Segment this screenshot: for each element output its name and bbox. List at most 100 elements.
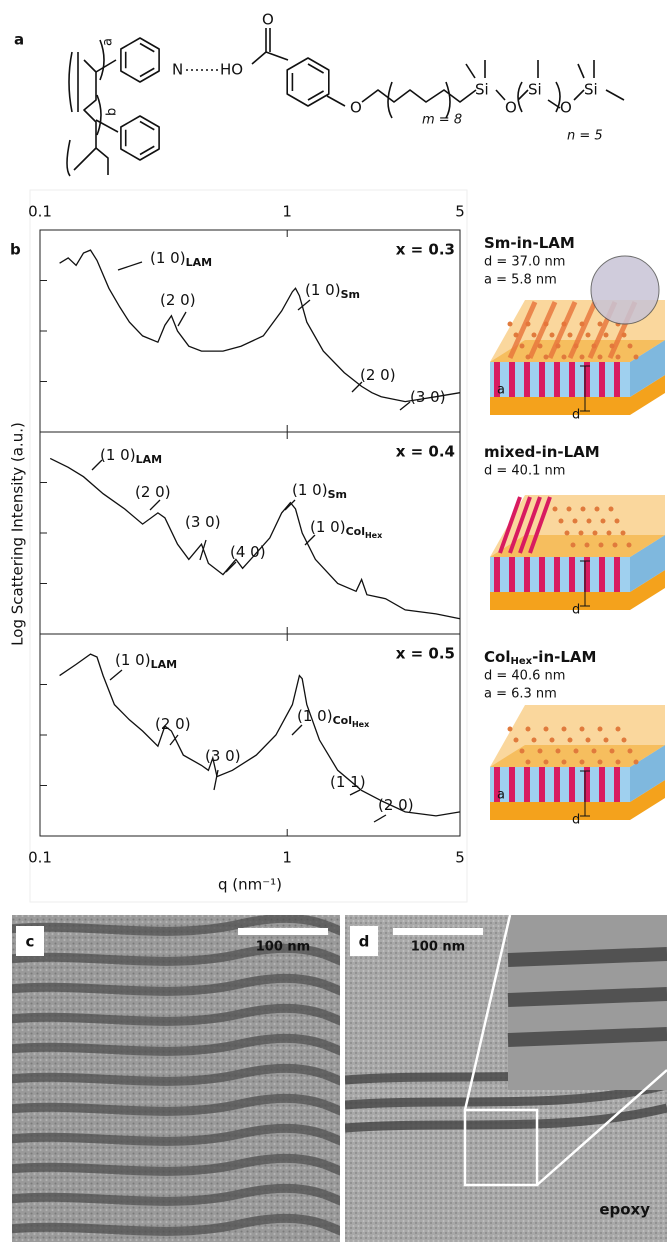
schematic-mark: a: [497, 383, 505, 398]
lamella: [554, 557, 560, 592]
lamella: [614, 557, 620, 592]
peak-phase-sub: Hex: [352, 720, 370, 729]
peak-phase: Sm: [341, 288, 360, 301]
cylinder-dot: [595, 507, 600, 512]
cylinder-dot: [592, 749, 597, 754]
peak-phase: LAM: [136, 453, 162, 466]
cylinder-dot: [598, 727, 603, 732]
cylinder-dot: [616, 727, 621, 732]
cylinder-dot: [526, 727, 531, 732]
peak-annotation: (2 0): [135, 483, 171, 501]
lamella: [524, 557, 530, 592]
schematic-mark: d: [572, 813, 580, 828]
cylinder-dot: [609, 507, 614, 512]
title-main: mixed-in-LAM: [484, 443, 600, 461]
peak-index: (1 0): [100, 446, 136, 464]
x-tick-label: 0.1: [28, 849, 52, 867]
cylinder-dot: [520, 344, 525, 349]
block-label: a: [101, 38, 116, 46]
peak-annotation: (3 0): [185, 513, 221, 531]
peak-annotation: (2 0): [360, 366, 396, 384]
schematic-mark: a: [497, 788, 505, 803]
lamella: [539, 557, 545, 592]
bond: [69, 52, 78, 112]
panel-label: c: [26, 933, 35, 951]
bond: [121, 116, 159, 160]
cylinder-dot: [634, 760, 639, 765]
lamella: [524, 767, 530, 802]
peak-phase: Col: [333, 714, 352, 727]
cylinder-dot: [544, 355, 549, 360]
peak-annotation: (4 0): [230, 543, 266, 561]
peak-index: (1 1): [330, 773, 366, 791]
lamella: [614, 362, 620, 397]
leader: [350, 790, 360, 795]
cylinder-dot: [585, 543, 590, 548]
bond: [574, 90, 584, 100]
cylinder-dot: [562, 727, 567, 732]
cylinder-dot: [604, 738, 609, 743]
cylinder-dot: [598, 760, 603, 765]
index-label: n = 5: [567, 129, 603, 144]
bond: [362, 90, 476, 102]
peak-annotation: (3 0): [410, 388, 446, 406]
cylinder-dot: [634, 355, 639, 360]
lamella: [614, 767, 620, 802]
x-tick-label: 0.1: [28, 203, 52, 221]
cylinder-dot: [553, 507, 558, 512]
leader: [305, 535, 315, 545]
x-tick-label: 1: [282, 849, 292, 867]
scattering-curve: [50, 458, 460, 618]
cylinder-dot: [586, 738, 591, 743]
cylinder-dot: [587, 519, 592, 524]
cylinder-dot: [526, 760, 531, 765]
inset-band: [508, 994, 667, 1000]
cylinder-dot: [627, 543, 632, 548]
cylinder-dot: [628, 749, 633, 754]
bond: [252, 28, 288, 64]
atom: Si: [475, 81, 489, 99]
cylinder-dot: [598, 355, 603, 360]
peak-index: (2 0): [135, 483, 171, 501]
panel-label: a: [14, 31, 24, 49]
peak-annotation: (1 0)ColHex: [310, 518, 383, 540]
cylinder-dot: [621, 531, 626, 536]
scale-bar: [238, 928, 328, 935]
peak-phase: LAM: [186, 256, 212, 269]
cylinder-dot: [556, 749, 561, 754]
panel-label: d: [359, 933, 370, 951]
cylinder-dot: [538, 749, 543, 754]
peak-index: (2 0): [160, 291, 196, 309]
peak-index: (2 0): [378, 796, 414, 814]
peak-index: (1 0): [115, 651, 151, 669]
cylinder-dot: [593, 531, 598, 536]
x-tick-label: 5: [455, 203, 465, 221]
title-main: Sm-in-LAM: [484, 234, 575, 252]
peak-phase: Sm: [328, 488, 347, 501]
figure: aabNHOOOm = 8SiOSiOSin = 50.115x = 0.3b(…: [0, 0, 667, 1242]
peak-index: (1 0): [297, 707, 333, 725]
cylinder-dot: [613, 543, 618, 548]
chart-title: x = 0.4: [396, 443, 455, 461]
atom: O: [560, 99, 572, 117]
overlayer: [490, 705, 665, 767]
peak-index: (1 0): [305, 281, 341, 299]
cylinder-dot: [544, 760, 549, 765]
peak-phase: LAM: [151, 658, 177, 671]
peak-annotation: (1 0)LAM: [100, 446, 162, 467]
bond: [327, 96, 345, 106]
schematic-mark: d: [572, 603, 580, 618]
peak-annotation: (2 0): [155, 715, 191, 733]
bond: [67, 140, 70, 176]
lamella: [569, 557, 575, 592]
atom: HO: [220, 61, 243, 79]
leader: [374, 815, 386, 822]
peak-index: (1 0): [310, 518, 346, 536]
lamella: [599, 767, 605, 802]
cylinder-dot: [567, 507, 572, 512]
lamella: [554, 767, 560, 802]
cylinder-dot: [616, 355, 621, 360]
lamella: [539, 767, 545, 802]
cylinder-dot: [607, 531, 612, 536]
schematic-title: mixed-in-LAM: [484, 443, 600, 461]
